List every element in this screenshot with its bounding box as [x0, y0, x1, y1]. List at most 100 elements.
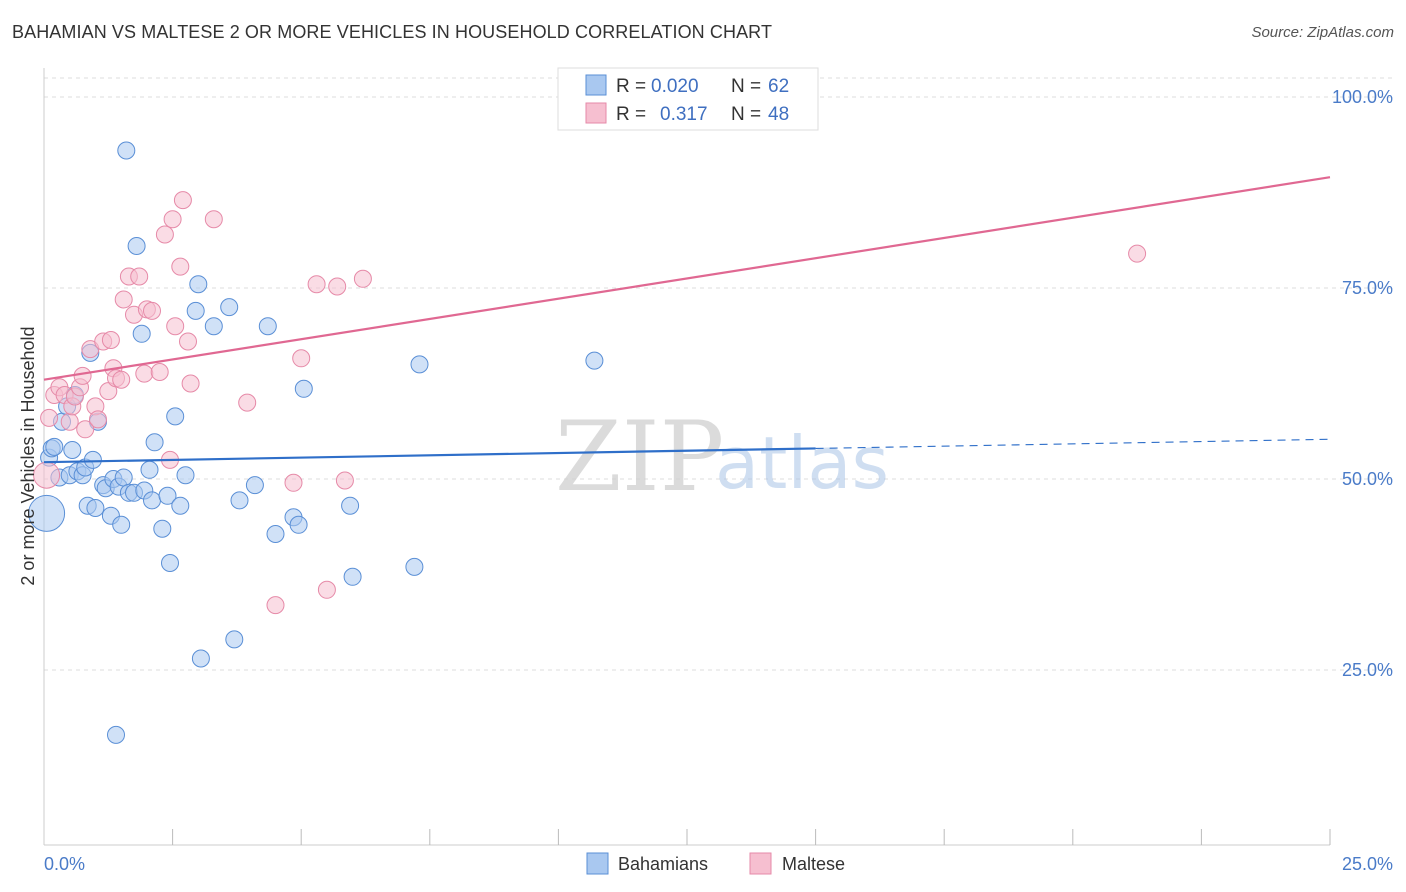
chart-source: Source: ZipAtlas.com	[1251, 24, 1394, 41]
y-axis-title: 2 or more Vehicles in Household	[18, 326, 38, 585]
bahamians-point-46	[225, 630, 244, 649]
bahamians-point-33	[143, 491, 161, 510]
maltese-point-26	[143, 301, 161, 320]
maltese-point-13	[89, 410, 107, 429]
maltese-point-46	[1128, 244, 1147, 263]
maltese-point-40	[292, 349, 311, 368]
maltese-point-33	[173, 191, 192, 210]
bahamians-point-22	[107, 725, 125, 744]
bahamians-point-54	[341, 496, 360, 515]
watermark-atlas: atlas	[715, 421, 889, 505]
maltese-point-19	[112, 370, 131, 389]
bahamians-point-47	[230, 491, 249, 510]
bahamians-point-40	[176, 466, 195, 485]
maltese-point-43	[328, 277, 347, 296]
bottom-legend-swatch-bahamians	[586, 852, 609, 875]
bahamians-point-35	[153, 519, 172, 538]
legend-swatch-maltese	[585, 102, 607, 124]
y-tick-label-2: 75.0%	[1342, 278, 1393, 298]
grid-layer	[44, 77, 1392, 671]
maltese-point-20	[114, 290, 133, 309]
bahamians-point-50	[266, 525, 285, 543]
maltese-trendline	[43, 176, 1331, 381]
series-legend: Bahamians Maltese	[586, 852, 845, 875]
legend-r-label-maltese: R =	[616, 104, 646, 125]
bahamians-point-38	[166, 407, 185, 426]
legend-n-value-bahamians: 62	[768, 76, 789, 97]
maltese-point-32	[171, 257, 190, 276]
bahamians-point-32	[140, 460, 159, 479]
bahamians-point-26	[117, 141, 136, 160]
bahamians-point-45	[220, 298, 239, 317]
legend-n-label-maltese: N =	[731, 104, 761, 125]
bahamians-trendline-extension	[815, 438, 1331, 450]
maltese-point-36	[204, 210, 223, 229]
bahamians-point-24	[112, 515, 131, 534]
bahamians-point-57	[410, 355, 429, 374]
maltese-point-41	[307, 275, 326, 294]
bahamians-point-16	[86, 499, 105, 517]
points-layer	[28, 141, 1147, 744]
maltese-point-37	[238, 393, 257, 412]
bahamians-point-55	[343, 567, 362, 586]
maltese-point-23	[130, 267, 149, 286]
bahamians-point-8	[63, 441, 82, 459]
bahamians-point-52	[289, 515, 308, 534]
legend-n-value-maltese: 48	[768, 104, 789, 125]
maltese-point-9	[73, 366, 92, 385]
series-maltese	[33, 191, 1147, 615]
maltese-point-16	[101, 331, 120, 349]
bahamians-point-30	[132, 324, 151, 343]
maltese-point-44	[335, 471, 354, 490]
maltese-point-45	[353, 269, 372, 288]
maltese-point-35	[181, 374, 200, 393]
maltese-point-10	[76, 420, 95, 439]
chart-title: BAHAMIAN VS MALTESE 2 OR MORE VEHICLES I…	[12, 22, 773, 42]
maltese-point-31	[166, 317, 185, 336]
bahamians-point-58	[585, 351, 604, 370]
watermark-zip: ZIP	[555, 401, 724, 513]
bahamians-point-48	[245, 476, 264, 495]
bahamians-point-36	[158, 486, 177, 505]
watermark: ZIP atlas	[555, 401, 889, 513]
bahamians-point-39	[171, 496, 190, 515]
axes-layer: 25.0% 50.0% 75.0% 100.0% 0.0% 25.0%	[43, 68, 1393, 874]
bahamians-point-42	[189, 275, 208, 294]
correlation-legend: R = 0.020 N = 62 R = 0.317 N = 48	[557, 67, 819, 131]
maltese-point-24	[135, 364, 154, 383]
bottom-legend-label-bahamians: Bahamians	[618, 854, 708, 874]
trend-layer	[43, 176, 1331, 464]
bahamians-trendline	[43, 447, 816, 464]
bahamians-point-37	[161, 554, 179, 572]
bahamians-point-56	[405, 557, 424, 576]
bahamians-point-29	[127, 237, 146, 255]
legend-r-value-maltese: 0.317	[660, 104, 708, 125]
legend-swatch-bahamians	[585, 74, 607, 96]
maltese-point-38	[266, 596, 285, 615]
bahamians-point-44	[204, 317, 223, 336]
y-tick-label-0: 25.0%	[1342, 660, 1393, 680]
bahamians-point-41	[186, 301, 205, 320]
legend-r-label-bahamians: R =	[616, 76, 646, 97]
bahamians-point-15	[83, 450, 102, 469]
y-tick-label-1: 50.0%	[1342, 469, 1393, 489]
maltese-point-39	[284, 473, 303, 492]
legend-n-label-bahamians: N =	[731, 76, 761, 97]
bottom-legend-label-maltese: Maltese	[782, 854, 845, 874]
bahamians-point-43	[191, 649, 210, 668]
legend-r-value-bahamians: 0.020	[651, 76, 699, 97]
bahamians-point-34	[145, 433, 164, 452]
bahamians-point-53	[294, 379, 313, 398]
bahamians-point-3	[45, 437, 64, 456]
bottom-legend-swatch-maltese	[749, 852, 772, 875]
y-tick-label-3: 100.0%	[1332, 87, 1393, 107]
maltese-point-1	[40, 408, 59, 427]
x-tick-label-1: 25.0%	[1342, 854, 1393, 874]
maltese-point-27	[150, 363, 169, 381]
maltese-point-42	[317, 580, 336, 599]
series-bahamians	[28, 141, 604, 744]
maltese-point-5	[60, 412, 79, 431]
maltese-point-30	[163, 210, 182, 229]
